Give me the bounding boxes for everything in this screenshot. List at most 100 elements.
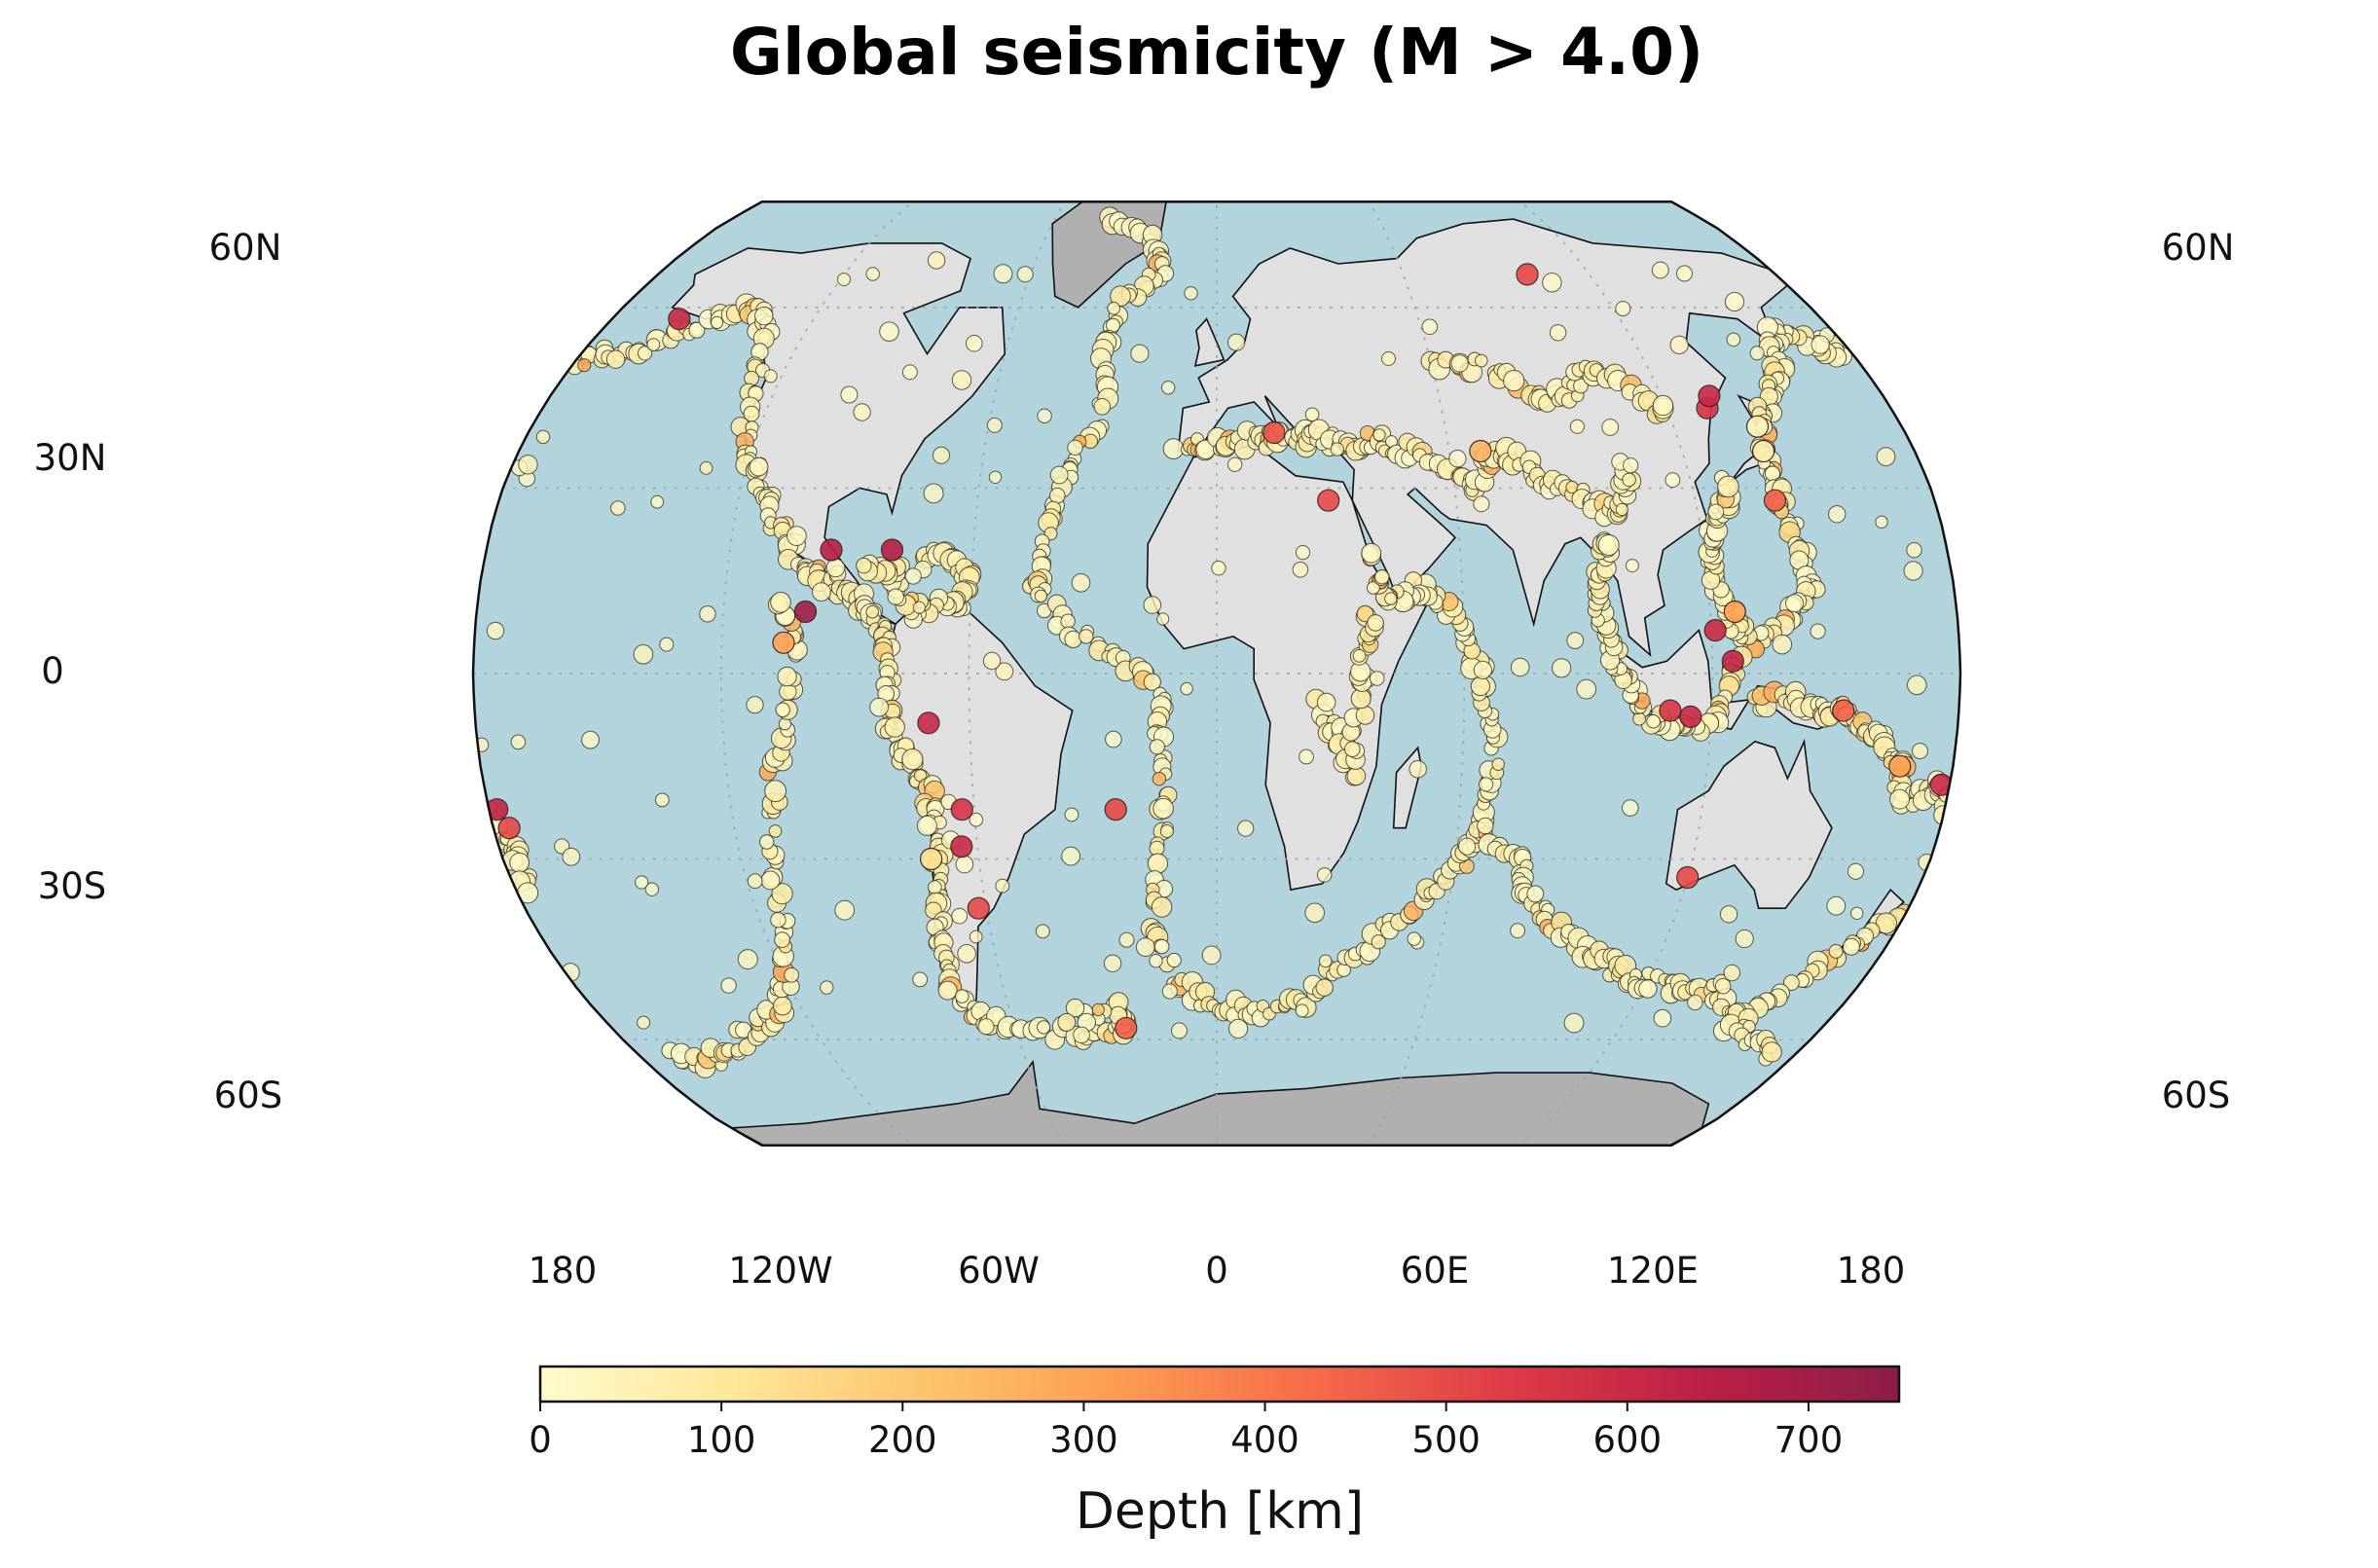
quake-marker [951, 907, 969, 925]
quake-marker [1105, 730, 1122, 748]
quake-marker [1597, 534, 1620, 556]
quake-marker [1623, 457, 1639, 474]
quake-marker [699, 605, 716, 623]
quake-marker [1016, 266, 1034, 283]
quake-marker [1367, 614, 1384, 632]
quake-marker [1714, 977, 1732, 995]
lon-label-60e: 60E [1401, 1250, 1469, 1292]
quake-sample-point-12 [917, 711, 940, 735]
quake-marker [1847, 862, 1865, 880]
quake-marker [957, 944, 976, 964]
quake-marker [770, 912, 787, 929]
quake-sample-point-6 [1721, 649, 1744, 673]
quake-sample-point-16 [1115, 1016, 1138, 1039]
colorbar-tick-label: 600 [1592, 1419, 1662, 1461]
quake-marker [904, 567, 922, 585]
quake-marker [853, 403, 871, 421]
quake-marker [1143, 673, 1161, 691]
quake-marker [535, 429, 551, 445]
quake-marker [1810, 623, 1826, 639]
quake-marker [834, 899, 856, 921]
graticule [473, 201, 1960, 1146]
quake-marker [1653, 1008, 1672, 1028]
quake-marker [1676, 265, 1693, 282]
lat-label-30n-left: 30N [34, 437, 107, 479]
lon-label-180-west: 180 [529, 1250, 598, 1292]
quake-marker [977, 1018, 995, 1036]
quake-marker [749, 456, 769, 477]
quake-sample-point-0 [1745, 415, 1770, 438]
quake-marker [1542, 273, 1562, 293]
quake-marker [1166, 952, 1182, 968]
quake-marker [1409, 760, 1427, 779]
quake-marker [1103, 954, 1122, 972]
lat-label-60s-left: 60S [214, 1075, 283, 1116]
quake-marker [1153, 938, 1170, 955]
quake-marker [1707, 503, 1725, 521]
quake-marker [650, 494, 665, 509]
quake-marker [737, 949, 758, 970]
quake-sample-point-24 [668, 308, 691, 331]
quake-marker [1061, 846, 1080, 866]
lat-label-60s-right: 60S [2162, 1075, 2231, 1116]
quake-marker [955, 989, 969, 1003]
quake-marker [644, 882, 659, 896]
quake-marker [1726, 332, 1741, 347]
quake-marker [562, 847, 581, 866]
colorbar-tick-label: 700 [1774, 1419, 1844, 1461]
quake-marker [1719, 905, 1738, 924]
quake-marker [1369, 671, 1385, 686]
quake-marker [1171, 1022, 1188, 1039]
quake-sample-point-20 [1262, 420, 1286, 445]
quake-marker [1371, 934, 1386, 950]
quake-marker [966, 335, 983, 352]
quake-marker [820, 980, 834, 995]
quake-marker [1304, 407, 1320, 422]
quake-marker [1576, 678, 1597, 700]
quake-marker [1470, 675, 1491, 697]
quake-marker [1549, 324, 1567, 342]
quake-marker [1367, 581, 1380, 595]
quake-sample-point-1 [1751, 439, 1775, 463]
quake-sample-point-28 [1723, 600, 1746, 624]
quake-marker [1569, 419, 1586, 434]
lon-label-60w: 60W [958, 1250, 1040, 1292]
quake-marker [1161, 381, 1176, 395]
quake-marker [1318, 954, 1333, 968]
quake-marker [646, 338, 661, 352]
quake-marker [901, 364, 918, 381]
quake-marker [927, 251, 946, 270]
quake-marker [969, 930, 983, 944]
quake-sample-point-14 [950, 835, 973, 858]
quake-marker [510, 734, 527, 750]
quake-marker [1227, 456, 1243, 472]
quake-sample-point-8 [1659, 699, 1682, 722]
quake-marker [995, 878, 1010, 893]
quake-marker [865, 267, 880, 281]
quake-marker [1381, 351, 1396, 366]
quake-marker [1622, 799, 1639, 817]
quake-marker [1906, 542, 1922, 559]
quake-marker [1473, 495, 1490, 513]
quake-marker [638, 346, 653, 361]
quake-marker [1159, 824, 1174, 838]
quake-marker [923, 483, 944, 504]
quake-marker [1526, 885, 1545, 903]
latitude-labels: 60N 30N 0 30S 60S 60N 60S [34, 227, 2235, 1116]
quake-marker [784, 966, 799, 983]
quake-marker [1876, 447, 1896, 467]
quake-marker [1724, 291, 1745, 312]
quake-marker [1826, 895, 1847, 916]
map-outline [471, 201, 1962, 1147]
colorbar-label: Depth [km] [1076, 1482, 1364, 1541]
quake-marker [912, 601, 927, 614]
quake-marker [1037, 408, 1052, 423]
colorbar-tick-label: 500 [1411, 1419, 1481, 1461]
quake-marker [884, 716, 905, 738]
quake-marker [1448, 450, 1467, 468]
quake-sample-point-23 [1516, 263, 1539, 286]
quake-marker [1093, 398, 1112, 416]
quake-marker [1037, 1020, 1051, 1035]
quake-marker [1147, 853, 1169, 874]
lon-label-120w: 120W [728, 1250, 832, 1292]
